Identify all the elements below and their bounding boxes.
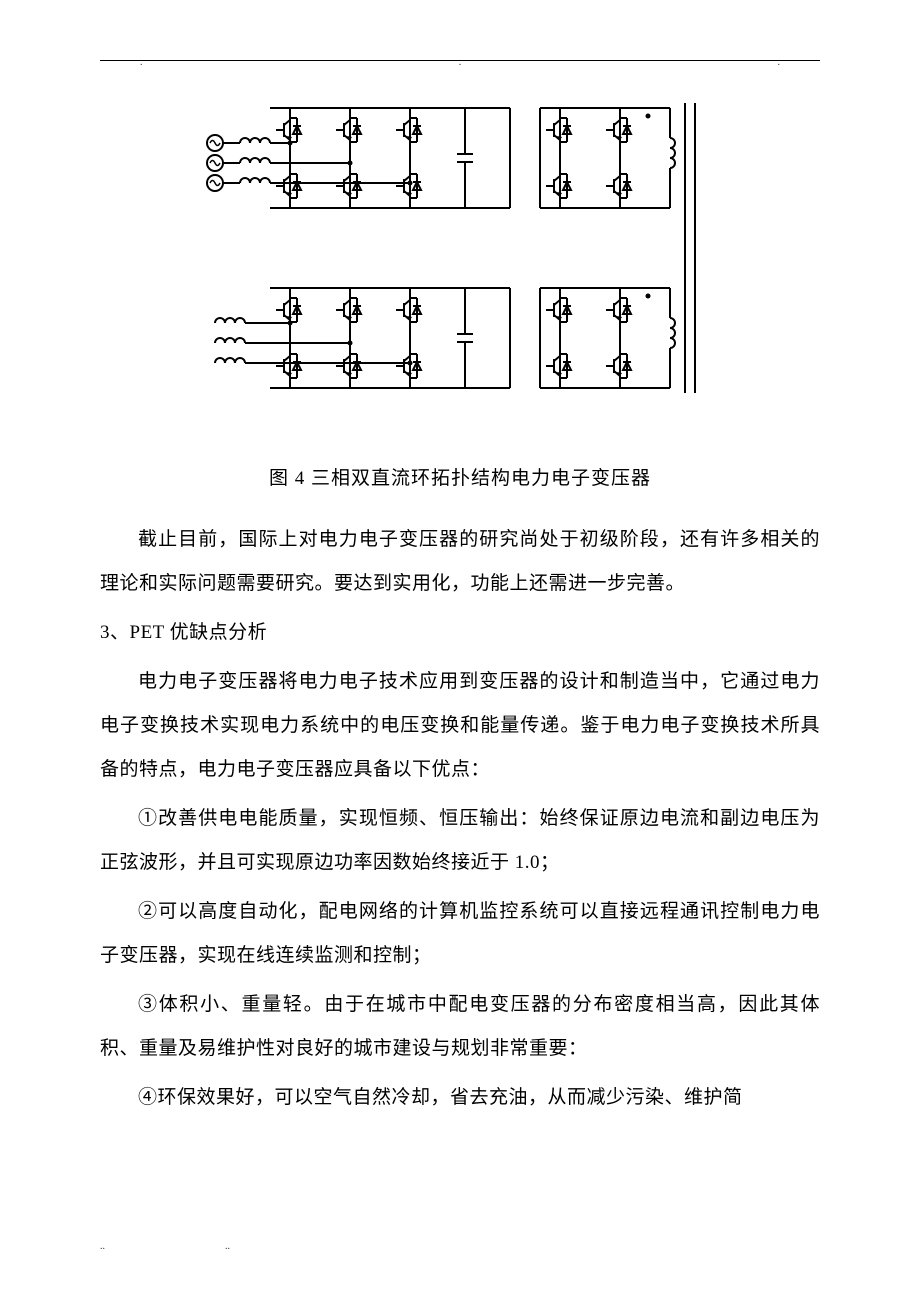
list-item: ①改善供电电能质量，实现恒频、恒压输出：始终保证原边电流和副边电压为正弦波形，并… <box>100 797 820 884</box>
figure-caption: 图 4 三相双直流环拓扑结构电力电子变压器 <box>100 463 820 490</box>
list-item: ②可以高度自动化，配电网络的计算机监控系统可以直接远程通讯控制电力电子变压器，实… <box>100 890 820 977</box>
header-dot: . <box>778 57 781 68</box>
header-dot: . <box>140 57 143 68</box>
footer-dot: .. <box>100 1241 105 1252</box>
footer-dots: .. .. <box>100 1241 230 1252</box>
body-text: 截止目前，国际上对电力电子变压器的研究尚处于初级阶段，还有许多相关的理论和实际问… <box>100 518 820 1120</box>
header-dots: . . . <box>100 57 820 68</box>
list-item: ③体积小、重量轻。由于在城市中配电变压器的分布密度相当高，因此其体积、重量及易维… <box>100 983 820 1070</box>
paragraph: 电力电子变压器将电力电子技术应用到变压器的设计和制造当中，它通过电力电子变换技术… <box>100 660 820 791</box>
paragraph: 截止目前，国际上对电力电子变压器的研究尚处于初级阶段，还有许多相关的理论和实际问… <box>100 518 820 605</box>
list-item: ④环保效果好，可以空气自然冷却，省去充油，从而减少污染、维护简 <box>100 1076 820 1120</box>
header-dot: . <box>459 57 462 68</box>
page: . . . <box>0 0 920 1302</box>
section-heading: 3、PET 优缺点分析 <box>100 611 820 655</box>
figure-wrap <box>100 98 820 443</box>
circuit-diagram <box>200 98 720 438</box>
footer-dot: .. <box>225 1241 230 1252</box>
